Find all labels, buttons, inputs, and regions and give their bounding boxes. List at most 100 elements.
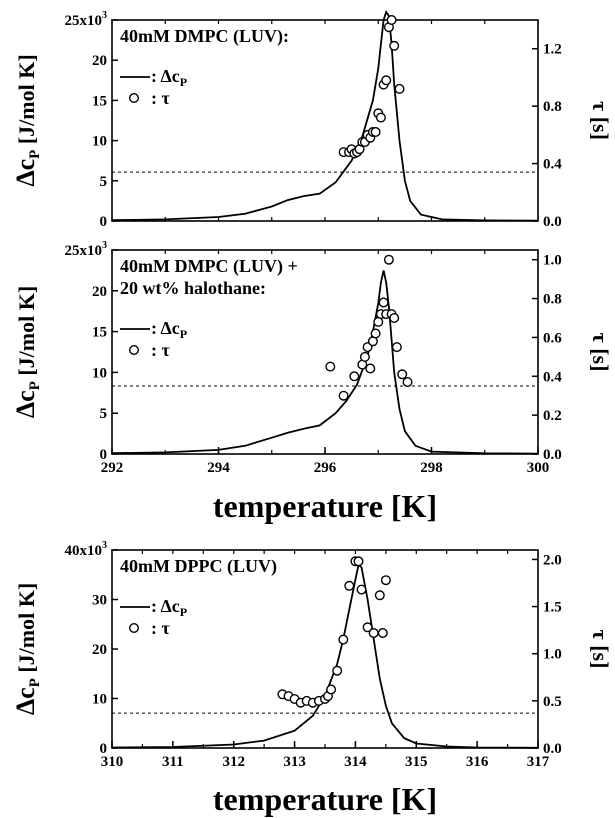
y-axis-label-left: ΔcP [J/mol K] bbox=[11, 286, 43, 418]
series-point-tau bbox=[332, 665, 343, 676]
left-tick-label: 25x103 bbox=[65, 240, 108, 259]
left-tick-label: 30 bbox=[92, 593, 107, 609]
series-point-tau bbox=[356, 584, 367, 595]
legend-marker-label: : τ bbox=[151, 340, 170, 360]
legend-marker-swatch bbox=[128, 345, 139, 356]
plot-frame bbox=[111, 549, 539, 749]
left-tick-label: 0 bbox=[100, 447, 108, 463]
right-tick-label: 2.0 bbox=[543, 552, 562, 568]
legend-marker-label: : τ bbox=[151, 618, 170, 638]
left-tick-label: 10 bbox=[92, 692, 107, 708]
series-point-tau bbox=[353, 556, 364, 567]
left-tick-label: 15 bbox=[92, 93, 107, 109]
legend-marker-swatch bbox=[128, 623, 139, 634]
right-tick-label: 1.0 bbox=[543, 647, 562, 663]
series-point-tau bbox=[377, 628, 388, 639]
y-axis-label-left: ΔcP [J/mol K] bbox=[11, 54, 43, 186]
legend-marker-label: : τ bbox=[151, 88, 170, 108]
right-tick-label: 0.5 bbox=[543, 694, 562, 710]
panel-bottom: 0 10 20 30 40x103 0.0 0.5 1.0 1.5 2.0 310 311 312 313… bbox=[11, 540, 613, 817]
series-line-dcp bbox=[111, 270, 539, 455]
series-point-tau bbox=[370, 126, 381, 137]
right-tick-label: 0.8 bbox=[543, 292, 562, 308]
left-tick-label: 10 bbox=[92, 134, 107, 150]
series-point-tau bbox=[344, 580, 355, 591]
right-tick-label: 0.0 bbox=[543, 741, 562, 757]
right-tick-label: 0.0 bbox=[543, 214, 562, 230]
legend-marker-swatch bbox=[128, 92, 139, 103]
right-tick-label: 0.4 bbox=[543, 369, 562, 385]
series-point-tau bbox=[380, 575, 391, 586]
y-axis-label-left: ΔcP [J/mol K] bbox=[11, 583, 43, 715]
x-tick-label: 316 bbox=[466, 754, 489, 770]
series-point-tau bbox=[389, 313, 400, 324]
panel-middle: 0 5 10 15 20 25x103 0.0 0.2 0.4 0.6 0.8 1.0 292 294 29… bbox=[11, 240, 613, 524]
y-axis-label-right: τ [s] bbox=[588, 101, 613, 140]
left-tick-label: 0 bbox=[100, 214, 108, 230]
series-line-dcp bbox=[111, 563, 539, 749]
x-tick-label: 311 bbox=[162, 754, 184, 770]
legend-line-label: : ΔcP bbox=[151, 318, 187, 341]
series-point-tau bbox=[375, 112, 386, 123]
x-tick-label: 298 bbox=[420, 460, 443, 476]
left-tick-label: 25x103 bbox=[65, 10, 108, 29]
left-tick-label: 0 bbox=[100, 741, 108, 757]
x-tick-label: 310 bbox=[101, 754, 124, 770]
series-point-tau bbox=[389, 40, 400, 51]
series-point-tau bbox=[365, 363, 376, 374]
legend-line-label: : ΔcP bbox=[151, 66, 187, 89]
x-tick-label: 313 bbox=[283, 754, 306, 770]
series-point-tau bbox=[386, 14, 397, 26]
x-tick-label: 300 bbox=[527, 460, 550, 476]
right-tick-label: 0.6 bbox=[543, 330, 562, 346]
right-tick-label: 0.4 bbox=[543, 157, 562, 173]
series-point-tau bbox=[370, 328, 381, 339]
right-tick-label: 1.2 bbox=[543, 42, 562, 58]
x-tick-label: 292 bbox=[101, 460, 124, 476]
series-point-tau bbox=[402, 377, 413, 388]
y-axis-label-right: τ [s] bbox=[588, 630, 613, 669]
series-point-tau bbox=[374, 590, 385, 601]
series-point-tau bbox=[391, 342, 402, 353]
y-axis-label-right: τ [s] bbox=[588, 333, 613, 372]
series-point-tau bbox=[338, 390, 349, 401]
annotation-label: 40mM DMPC (LUV): bbox=[120, 26, 289, 47]
annotation-label: 40mM DPPC (LUV) bbox=[120, 556, 277, 577]
series-point-tau bbox=[394, 83, 405, 94]
left-tick-label: 10 bbox=[92, 365, 107, 381]
right-tick-label: 1.5 bbox=[543, 600, 562, 616]
right-tick-label: 1.0 bbox=[543, 253, 562, 269]
right-tick-label: 0.8 bbox=[543, 99, 562, 115]
series-point-tau bbox=[368, 628, 379, 639]
series-point-tau bbox=[326, 684, 337, 695]
x-tick-label: 314 bbox=[344, 754, 367, 770]
x-tick-label: 317 bbox=[527, 754, 550, 770]
series-point-tau bbox=[349, 371, 360, 382]
series-point-tau bbox=[338, 634, 349, 645]
x-axis-label: temperature [K] bbox=[213, 488, 437, 524]
annotation-label: 20 wt% halothane: bbox=[120, 278, 266, 298]
series-point-tau bbox=[362, 622, 373, 633]
left-tick-label: 5 bbox=[100, 406, 108, 422]
panel-top: 0 5 10 15 20 25x103 0.0 0.4 0.8 1.2 40mM DMPC (LUV… bbox=[11, 9, 613, 230]
x-tick-label: 312 bbox=[222, 754, 245, 770]
annotation-label: 40mM DMPC (LUV) + bbox=[120, 256, 298, 277]
x-tick-label: 294 bbox=[207, 460, 230, 476]
x-tick-label: 296 bbox=[314, 460, 337, 476]
left-tick-label: 40x103 bbox=[65, 540, 108, 559]
left-tick-label: 15 bbox=[92, 325, 107, 341]
series-point-tau bbox=[325, 361, 336, 372]
series-point-tau bbox=[381, 75, 392, 86]
x-axis-label: temperature [K] bbox=[213, 781, 437, 817]
series-line-dcp bbox=[111, 9, 539, 222]
right-tick-label: 0.0 bbox=[543, 447, 562, 463]
left-tick-label: 20 bbox=[92, 642, 107, 658]
legend-line-label: : ΔcP bbox=[151, 596, 187, 619]
right-tick-label: 0.2 bbox=[543, 408, 562, 424]
left-tick-label: 20 bbox=[92, 284, 107, 300]
x-tick-label: 315 bbox=[405, 754, 428, 770]
left-tick-label: 5 bbox=[100, 174, 108, 190]
series-point-tau bbox=[383, 254, 394, 265]
series-point-tau bbox=[378, 297, 389, 308]
